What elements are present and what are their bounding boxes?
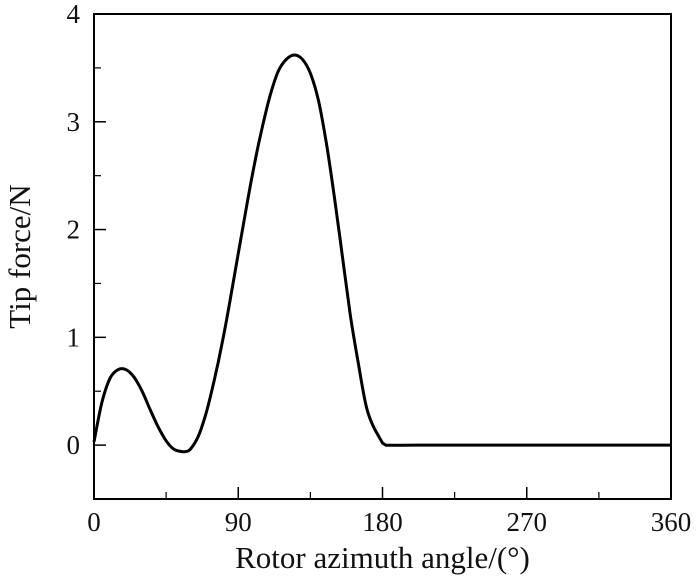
x-tick-label: 90 <box>225 507 252 537</box>
x-axis-title: Rotor azimuth angle/(°) <box>235 540 530 575</box>
y-axis-title: Tip force/N <box>2 184 37 328</box>
y-tick-label: 0 <box>67 430 81 460</box>
y-tick-label: 3 <box>67 107 81 137</box>
y-tick-label: 4 <box>67 0 81 29</box>
series-line-0 <box>92 53 671 454</box>
plot-area <box>92 53 671 454</box>
y-tick-label: 1 <box>67 322 81 352</box>
plot-frame <box>93 13 672 500</box>
axes: 0 90 180 270 360 0 1 2 3 4 <box>67 0 692 537</box>
x-tick-label: 270 <box>507 507 548 537</box>
y-tick-label: 2 <box>67 215 81 245</box>
x-tick-label: 180 <box>362 507 403 537</box>
x-tick-label: 360 <box>651 507 692 537</box>
x-tick-label: 0 <box>87 507 101 537</box>
